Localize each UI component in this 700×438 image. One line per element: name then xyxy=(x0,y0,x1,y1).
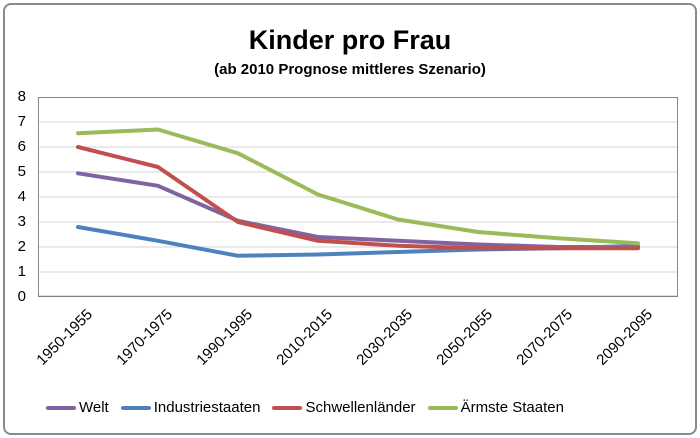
y-axis-tick-label: 6 xyxy=(17,138,26,155)
legend-item: Ärmste Staaten xyxy=(427,399,564,417)
chart-title: Kinder pro Frau xyxy=(248,25,452,55)
y-axis-tick-label: 2 xyxy=(17,238,26,255)
plot-area xyxy=(38,97,678,297)
legend-line-swatch xyxy=(120,406,151,410)
y-axis-tick-label: 8 xyxy=(17,88,26,105)
legend-label: Schwellenländer xyxy=(305,399,416,416)
chart-subtitle: (ab 2010 Prognose mittleres Szenario) xyxy=(214,61,486,78)
y-axis-tick-label: 0 xyxy=(17,288,26,305)
series-line-ärmste-staaten xyxy=(76,127,640,246)
y-axis-tick-label: 5 xyxy=(17,163,26,180)
legend-item: Schwellenländer xyxy=(272,399,416,417)
legend-item: Welt xyxy=(46,399,109,417)
legend-item: Industriestaaten xyxy=(120,399,261,417)
legend-line-swatch xyxy=(427,406,458,410)
legend-label: Ärmste Staaten xyxy=(460,399,564,416)
y-axis-tick-label: 3 xyxy=(17,213,26,230)
legend-line-swatch xyxy=(46,406,76,410)
y-axis-tick-label: 1 xyxy=(17,263,26,280)
legend: Welt Industriestaaten Schwellenländer Ärmst… xyxy=(46,399,564,417)
series-line-welt xyxy=(76,171,640,249)
y-axis-tick-label: 7 xyxy=(17,113,26,130)
series-line-schwellenländer xyxy=(76,145,640,251)
y-axis-tick-label: 4 xyxy=(17,188,26,205)
chart-outer-frame: Kinder pro Frau (ab 2010 Prognose mittle… xyxy=(3,3,697,435)
legend-label: Welt xyxy=(79,399,109,416)
legend-line-swatch xyxy=(272,406,303,410)
legend-label: Industriestaaten xyxy=(153,399,261,416)
